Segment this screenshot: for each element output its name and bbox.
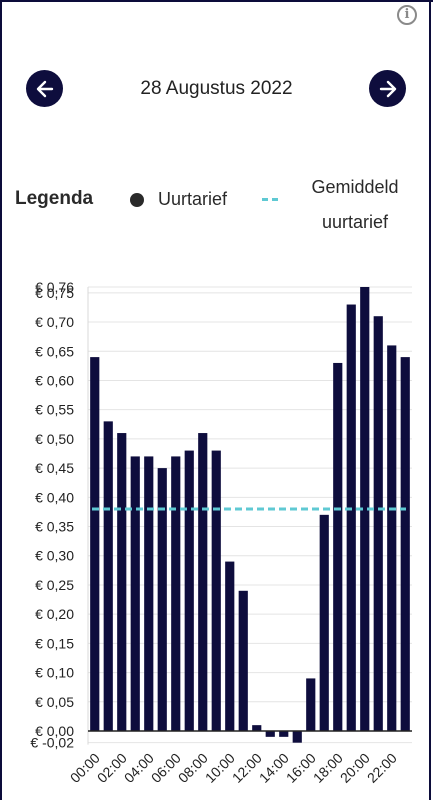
x-tick-label: 20:00 [337,750,373,786]
bar-03:00 [130,456,140,731]
y-tick-label: € 0,76 [35,279,74,295]
frame-top-border [0,0,433,2]
arrow-left-icon [36,80,53,97]
y-tick-label: € 0,15 [35,635,74,651]
bar-00:00 [90,357,100,731]
bar-08:00 [198,433,208,731]
legend-dash-icon [262,198,278,201]
bar-18:00 [333,362,343,731]
bar-21:00 [373,316,383,731]
bar-12:00 [252,725,262,731]
x-tick-label: 00:00 [67,750,103,786]
y-tick-label: € 0,45 [35,460,74,476]
legend-dot-icon [130,193,144,207]
y-tick-label: € 0,75 [35,285,74,301]
y-tick-label: € 0,40 [35,489,74,505]
legend-title: Legenda [15,188,94,209]
bar-09:00 [211,450,221,731]
x-tick-label: 04:00 [121,750,157,786]
y-tick-label: € 0,50 [35,431,74,447]
bar-05:00 [157,468,167,731]
x-tick-label: 08:00 [175,750,211,786]
y-tick-label: € 0,70 [35,314,74,330]
bar-06:00 [171,456,181,731]
next-day-button[interactable] [369,70,406,107]
y-tick-label: € 0,00 [35,723,74,739]
y-tick-label: € 0,20 [35,606,74,622]
y-tick-label: € 0,35 [35,519,74,535]
x-tick-label: 22:00 [364,750,400,786]
bar-19:00 [346,304,356,731]
bar-14:00 [279,731,289,737]
bar-11:00 [238,590,248,731]
y-tick-label: € -0,02 [30,735,74,751]
bar-02:00 [117,433,127,731]
bar-22:00 [387,345,397,731]
price-bar-chart: € -0,02€ 0,00 € 0,05 € 0,10 € 0,15 € 0,20 € 0… [30,279,412,786]
x-tick-label: 16:00 [283,750,319,786]
y-tick-label: € 0,25 [35,577,74,593]
x-tick-label: 02:00 [94,750,130,786]
y-tick-label: € 0,30 [35,548,74,564]
legend-item-uurtarief: Uurtarief [158,189,228,209]
y-tick-label: € 0,05 [35,694,74,710]
y-tick-label: € 0,55 [35,402,74,418]
bar-20:00 [360,287,370,731]
y-tick-label: € 0,10 [35,665,74,681]
bar-16:00 [306,678,316,731]
x-tick-label: 10:00 [202,750,238,786]
bar-04:00 [144,456,154,731]
x-tick-label: 18:00 [310,750,346,786]
y-tick-label: € 0,65 [35,343,74,359]
x-tick-label: 12:00 [229,750,265,786]
legend-item-average: Gemiddeld uurtarief [311,177,399,232]
previous-day-button[interactable] [26,70,63,107]
info-icon[interactable]: i [397,5,417,25]
y-tick-label: € 0,60 [35,372,74,388]
bar-01:00 [103,421,113,731]
x-tick-label: 14:00 [256,750,292,786]
x-tick-label: 06:00 [148,750,184,786]
bar-17:00 [319,514,329,731]
bar-10:00 [225,561,235,731]
bar-13:00 [265,731,275,737]
bar-15:00 [292,731,302,743]
bar-23:00 [400,357,410,731]
bar-07:00 [184,450,194,731]
date-label: 28 Augustus 2022 [140,78,293,99]
arrow-right-icon [379,80,396,97]
